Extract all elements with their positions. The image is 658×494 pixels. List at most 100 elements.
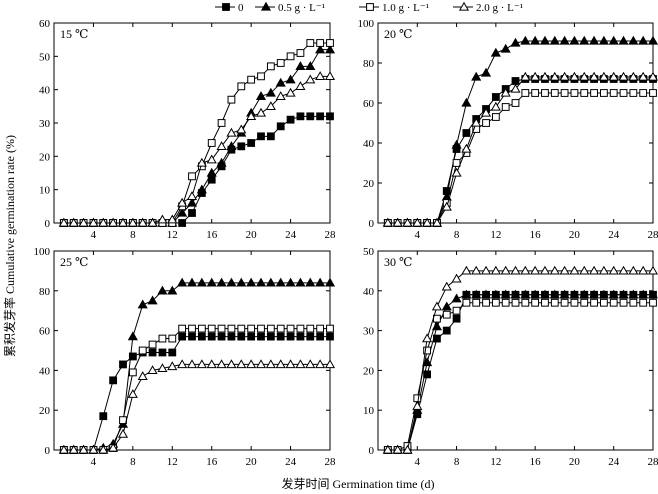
data-point [197,332,206,341]
data-point [324,44,336,54]
data-point [649,89,657,97]
data-point [471,71,482,81]
y-tick-label: 40 [39,365,51,377]
data-point [177,277,188,287]
y-tick-label: 0 [369,218,375,230]
data-point [295,61,306,70]
data-point [431,301,442,311]
data-point [236,124,247,134]
y-tick-label: 20 [39,151,51,163]
data-point [549,289,560,299]
data-point [246,359,257,369]
data-point [451,139,462,149]
data-point [570,298,579,307]
data-point [589,289,600,299]
x-tick-label: 24 [608,229,620,241]
data-point [638,289,649,299]
series-3 [58,71,336,227]
data-point [490,265,501,275]
data-point [412,217,423,227]
x-tick-label: 20 [246,456,258,468]
data-point [207,139,216,147]
data-point [647,265,658,275]
data-point [433,314,441,323]
x-tick-label: 24 [285,229,297,241]
data-point [78,444,89,454]
data-point [579,289,590,299]
data-point [628,289,639,299]
data-point [167,285,178,295]
data-point [247,332,256,341]
data-point [257,72,265,81]
data-point [628,71,639,81]
data-point [226,127,237,137]
y-tick-label: 50 [39,51,51,63]
legend-marker [222,3,230,11]
data-point [276,324,285,333]
data-point [422,217,433,227]
data-point [217,332,226,341]
data-point [306,332,315,341]
data-point [598,289,609,299]
series-line [63,328,330,451]
data-point [599,89,608,97]
y-tick-label: 50 [363,246,375,258]
data-point [609,298,618,307]
x-tick-label: 28 [325,456,337,468]
data-point [500,265,511,275]
data-point [295,81,306,90]
data-point [559,71,570,81]
y-tick-label: 100 [358,18,375,30]
panel-frame [53,250,331,451]
data-point [628,265,639,275]
data-point [539,289,551,299]
x-tick-label: 12 [490,229,501,241]
data-point [619,298,628,307]
data-point [275,277,286,287]
data-point [168,334,177,343]
y-tick-label: 100 [34,246,51,258]
series-line [63,336,330,451]
data-point [422,333,433,343]
data-point [227,95,236,104]
data-point [127,389,138,398]
data-point [158,334,167,343]
data-point [128,352,137,361]
data-point [559,35,570,45]
data-point [98,217,109,227]
data-point [247,75,256,84]
data-point [413,394,422,403]
data-point [326,324,334,333]
data-point [589,71,600,81]
data-point [296,332,305,341]
series-line [387,302,653,451]
data-point [315,359,326,369]
data-point [326,332,334,341]
data-point [549,265,560,275]
data-point [188,172,196,181]
data-point [511,77,520,85]
data-point [206,154,217,164]
data-point [108,442,119,452]
data-point [117,217,129,227]
data-point [451,273,462,283]
data-point [226,277,237,287]
data-point [177,359,188,369]
x-tick-label: 4 [415,229,421,241]
data-point [108,217,119,227]
data-point [589,265,600,275]
data-point [392,217,403,227]
x-tick-label: 4 [91,456,97,468]
y-tick-label: 30 [363,326,375,338]
panel-frame [377,250,654,451]
data-point [490,47,501,57]
data-point [402,444,413,454]
data-point [137,299,148,309]
data-point [531,298,540,307]
series-3 [382,71,658,227]
data-point [579,71,590,81]
data-point [315,44,326,54]
data-point [608,71,619,81]
data-point [549,35,560,45]
data-point [207,332,216,341]
